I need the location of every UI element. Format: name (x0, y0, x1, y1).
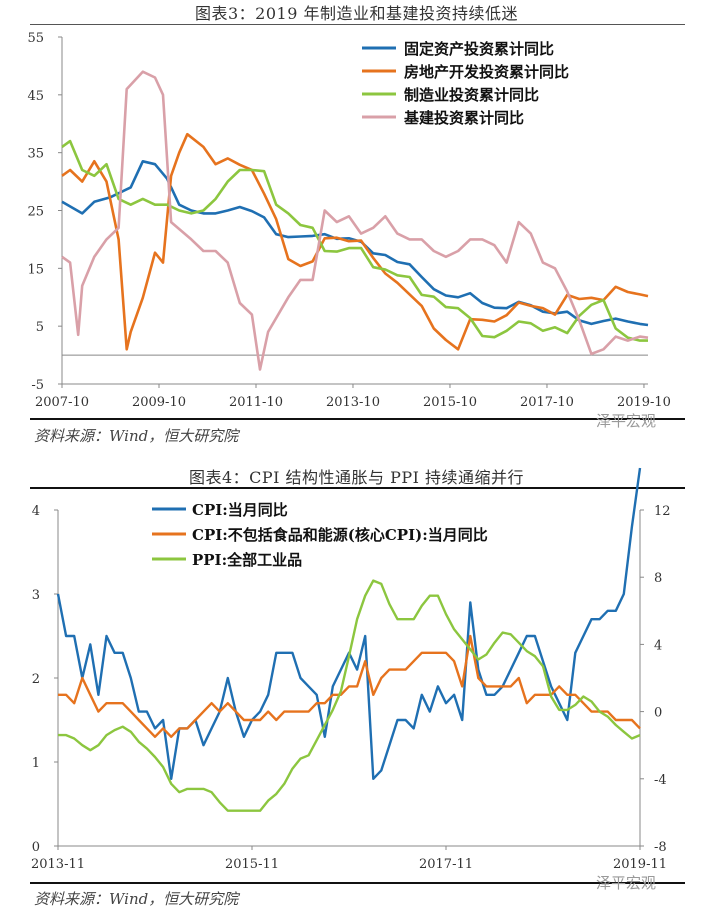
chart2-bottom-rule (30, 882, 685, 884)
chart2-x-tick-label: 2017-11 (419, 857, 473, 872)
chart1-legend-label-4: 基建投资累计同比 (403, 109, 524, 127)
chart2-right-tick-label: 4 (654, 638, 662, 653)
chart2-right-tick-label: 0 (654, 706, 662, 721)
chart2-series-line-2 (58, 634, 641, 738)
chart1-series-line-4 (61, 70, 649, 371)
chart1-y-tick-label: 25 (27, 205, 44, 220)
chart2-right-tick-label: -8 (654, 840, 667, 855)
chart1-x-tick-label: 2017-10 (520, 395, 574, 410)
chart1-x-tick-label: 2015-10 (423, 395, 477, 410)
chart1-y-tick-label: 45 (27, 89, 44, 104)
chart1-bottom-rule (30, 418, 685, 420)
chart1-x-tick-label: 2011-10 (229, 395, 283, 410)
chart1-source: 资料来源：Wind，恒大研究院 (34, 427, 239, 445)
chart2-left-tick-label: 2 (32, 672, 40, 687)
chart2-title: 图表4：CPI 结构性通胀与 PPI 持续通缩并行 (188, 468, 525, 487)
chart2-legend-label-1: CPI:当月同比 (192, 501, 288, 519)
chart1-y-tick-label: -5 (31, 378, 44, 393)
chart2-left-tick-label: 3 (32, 588, 40, 603)
chart2-source: 资料来源：Wind，恒大研究院 (34, 890, 239, 908)
chart1-title: 图表3：2019 年制造业和基建投资持续低迷 (195, 4, 518, 23)
chart1-top-rule (30, 24, 685, 25)
chart1-x-tick-label: 2013-10 (326, 395, 380, 410)
chart1-x-tick-label: 2009-10 (132, 395, 186, 410)
chart2-x-tick-label: 2015-11 (225, 857, 279, 872)
chart1-series-line-3 (61, 139, 648, 342)
chart2-legend-label-3: PPI:全部工业品 (192, 551, 302, 569)
chart2-right-tick-label: 12 (654, 504, 671, 519)
chart1-y-tick-label: 15 (27, 262, 44, 277)
chart1-legend-label-3: 制造业投资累计同比 (404, 86, 539, 104)
chart1-watermark: 泽平宏观 (596, 412, 657, 430)
chart1-y-tick-label: 35 (27, 147, 44, 162)
chart1-y-tick-label: 5 (36, 320, 44, 335)
chart2-right-tick-label: -4 (654, 773, 667, 788)
chart2-top-rule (30, 487, 685, 489)
chart2-series-line-1 (56, 467, 642, 780)
chart2-left-tick-label: 4 (32, 504, 40, 519)
chart2-left-tick-label: 1 (32, 756, 40, 771)
chart2-left-tick-label: 0 (32, 840, 40, 855)
chart1-x-tick-label: 2019-10 (617, 395, 671, 410)
chart1-y-tick-label: 55 (27, 31, 44, 46)
chart2-x-tick-label: 2013-11 (31, 857, 85, 872)
chart2-watermark: 泽平宏观 (596, 874, 657, 892)
chart1-series-line-1 (61, 160, 649, 327)
chart1-legend-label-2: 房地产开发投资累计同比 (404, 63, 569, 81)
chart2-series-line-3 (58, 579, 641, 812)
chart1-series-line-2 (61, 132, 649, 351)
chart2-legend-label-2: CPI:不包括食品和能源(核心CPI):当月同比 (192, 526, 488, 544)
chart2-right-tick-label: 8 (654, 571, 662, 586)
chart1-legend-label-1: 固定资产投资累计同比 (404, 40, 554, 58)
chart2-x-tick-label: 2019-11 (613, 857, 667, 872)
chart1-x-tick-label: 2007-10 (35, 395, 89, 410)
